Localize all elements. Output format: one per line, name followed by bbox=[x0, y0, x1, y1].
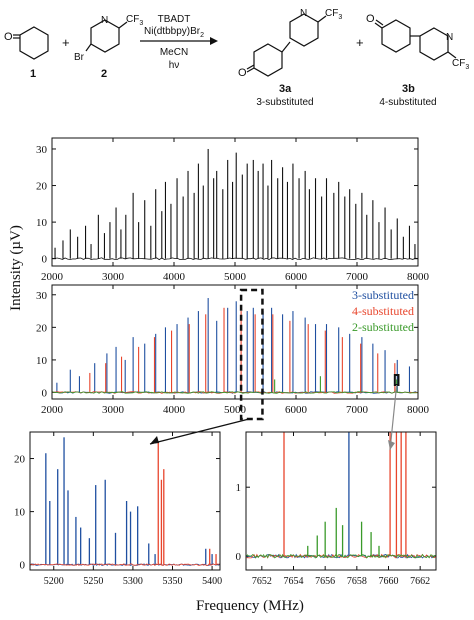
x-tick-label: 5250 bbox=[83, 576, 103, 587]
cf3-group: CF3 bbox=[325, 8, 342, 21]
y-tick-label: 10 bbox=[36, 355, 48, 367]
x-tick-label: 7652 bbox=[252, 576, 272, 587]
cf3-group: CF3 bbox=[126, 14, 143, 27]
plot-frame bbox=[51, 137, 419, 267]
x-tick-label: 5400 bbox=[202, 576, 222, 587]
x-tick-label: 6000 bbox=[285, 271, 308, 283]
x-tick-label: 7656 bbox=[315, 576, 335, 587]
zoom-arrowhead bbox=[150, 436, 159, 444]
legend-entry: 2-substituted bbox=[352, 320, 414, 334]
y-axis-label: Intensity (µV) bbox=[8, 225, 24, 311]
atom-label-br: Br bbox=[74, 52, 85, 63]
y-tick-label: 20 bbox=[36, 181, 48, 193]
plus-sign: + bbox=[62, 35, 70, 50]
solvent-label: MeCN bbox=[160, 47, 188, 58]
plus-sign: + bbox=[356, 35, 364, 50]
compound-1-label: 1 bbox=[30, 68, 36, 80]
y-tick-label: 0 bbox=[42, 387, 48, 399]
top-spectrum-plot: 2000 3000 4000 5000 6000 7000 8000 0 10 20 30 bbox=[36, 137, 430, 283]
y-tick-label: 0 bbox=[236, 551, 242, 563]
legend-entry: 4-substituted bbox=[352, 304, 414, 318]
atom-label-o: O bbox=[4, 31, 13, 43]
x-tick-label: 7662 bbox=[410, 576, 430, 587]
baseline-noise bbox=[52, 257, 418, 261]
baseline-noise bbox=[246, 553, 436, 559]
y-tick-label: 1 bbox=[236, 482, 242, 494]
baseline-noise bbox=[30, 563, 220, 566]
bromopyridine-structure bbox=[85, 19, 128, 53]
x-tick-label: 7658 bbox=[347, 576, 367, 587]
x-axis-label: Frequency (MHz) bbox=[196, 598, 304, 614]
x-tick-label: 3000 bbox=[102, 271, 125, 283]
x-tick-label: 7654 bbox=[284, 576, 304, 587]
compound-3b-label: 3b bbox=[402, 83, 415, 95]
product-3a-structure bbox=[246, 13, 327, 77]
x-tick-label: 4000 bbox=[163, 271, 186, 283]
x-tick-label: 8000 bbox=[407, 404, 430, 416]
x-tick-label: 6000 bbox=[285, 404, 308, 416]
zoom-left-plot: 5200 5250 5300 5350 5400 0 10 20 bbox=[14, 431, 222, 587]
y-tick-label: 0 bbox=[20, 560, 26, 572]
x-tick-label: 7660 bbox=[379, 576, 399, 587]
compound-3a-note: 3-substituted bbox=[256, 97, 313, 108]
x-tick-label: 5350 bbox=[163, 576, 183, 587]
reaction-scheme: O 1 + N CF3 Br 2 TBADT Ni(dtbbpy)Br2 MeC… bbox=[4, 8, 469, 108]
zoom-arrow bbox=[389, 384, 398, 451]
y-tick-label: 20 bbox=[36, 322, 48, 334]
x-tick-label: 7000 bbox=[346, 271, 369, 283]
middle-spectrum-plot: 2000 3000 4000 5000 6000 7000 8000 0 10 20 30 3-sub… bbox=[36, 284, 430, 416]
light-label: hν bbox=[169, 60, 180, 71]
y-tick-label: 30 bbox=[36, 290, 48, 302]
y-tick-label: 10 bbox=[14, 507, 26, 519]
x-tick-label: 4000 bbox=[163, 404, 186, 416]
plot-area bbox=[52, 298, 418, 394]
zoom-arrowhead bbox=[388, 440, 395, 450]
x-tick-label: 7000 bbox=[346, 404, 369, 416]
x-tick-label: 2000 bbox=[41, 271, 64, 283]
zoom-right-plot: 7652 7654 7656 7658 7660 7662 0 1 bbox=[236, 431, 437, 587]
x-tick-label: 5000 bbox=[224, 271, 247, 283]
y-tick-label: 10 bbox=[36, 217, 48, 229]
zoom-arrow bbox=[149, 418, 250, 445]
reagent-ni-catalyst: Ni(dtbbpy)Br2 bbox=[144, 26, 204, 39]
plot-area bbox=[52, 148, 418, 261]
compound-3b-note: 4-substituted bbox=[379, 97, 436, 108]
y-tick-label: 30 bbox=[36, 144, 48, 156]
compound-2-label: 2 bbox=[101, 68, 107, 80]
x-tick-label: 3000 bbox=[102, 404, 125, 416]
plot-area bbox=[246, 432, 436, 559]
reaction-arrowhead bbox=[210, 37, 218, 45]
reagent-tbadt: TBADT bbox=[158, 14, 191, 25]
x-tick-label: 5300 bbox=[123, 576, 143, 587]
x-tick-label: 5000 bbox=[224, 404, 247, 416]
x-tick-label: 2000 bbox=[41, 404, 64, 416]
atom-label-n: N bbox=[300, 8, 307, 19]
cf3-group: CF3 bbox=[452, 58, 469, 71]
legend-entry: 3-substituted bbox=[352, 288, 414, 302]
compound-3a-label: 3a bbox=[279, 83, 292, 95]
atom-label-o: O bbox=[366, 13, 375, 25]
baseline-noise bbox=[52, 391, 418, 394]
x-tick-label: 5200 bbox=[44, 576, 64, 587]
atom-label-n: N bbox=[446, 32, 453, 43]
x-tick-label: 8000 bbox=[407, 271, 430, 283]
cyclohexanone-structure bbox=[13, 26, 49, 60]
atom-label-o: O bbox=[238, 67, 247, 79]
y-tick-label: 20 bbox=[14, 454, 26, 466]
baseline-noise bbox=[246, 553, 436, 559]
product-3b-structure bbox=[374, 19, 457, 61]
plot-frame bbox=[29, 431, 221, 571]
plot-area bbox=[30, 437, 220, 567]
plot-frame bbox=[245, 431, 437, 571]
zoom-region-box bbox=[239, 288, 264, 421]
y-tick-label: 0 bbox=[42, 254, 48, 266]
atom-label-n: N bbox=[101, 15, 108, 26]
